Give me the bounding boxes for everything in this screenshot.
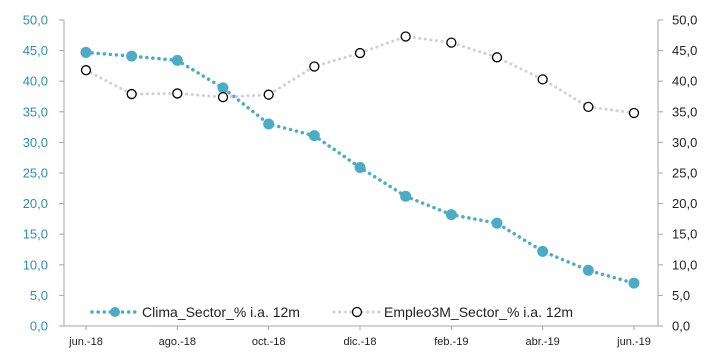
data-point-2: [446, 37, 457, 48]
y-right-tick-label: 20,0: [672, 196, 697, 211]
data-point-2: [172, 88, 183, 99]
y-right-tick-label: 45,0: [672, 43, 697, 58]
data-point-2: [309, 61, 320, 72]
legend-label-2: Empleo3M_Sector_% i.a. 12m: [384, 304, 573, 320]
x-tick-label: oct.-18: [252, 336, 286, 348]
data-point-1: [582, 264, 594, 276]
data-point-2: [491, 52, 503, 63]
y-right-tick-label: 15,0: [672, 227, 697, 242]
data-point-1: [171, 54, 183, 66]
data-point-1: [537, 245, 549, 257]
data-point-1: [628, 277, 640, 289]
y-left-tick-label: 45,0: [23, 43, 48, 58]
y-left-tick-label: 40,0: [23, 74, 48, 89]
data-point-2: [354, 47, 366, 59]
data-point-2: [400, 31, 411, 42]
data-point-2: [80, 65, 92, 76]
y-right-tick-label: 5,0: [672, 288, 690, 303]
y-left-tick-label: 35,0: [23, 104, 48, 119]
data-point-1: [400, 190, 412, 202]
legend: Clima_Sector_% i.a. 12m Empleo3M_Sector_%…: [90, 304, 573, 320]
y-left-tick-label: 15,0: [23, 227, 48, 242]
y-left-tick-label: 25,0: [23, 166, 48, 181]
data-point-1: [491, 217, 503, 229]
data-point-1: [445, 209, 457, 221]
data-point-2: [126, 88, 137, 100]
y-left-tick-label: 5,0: [30, 288, 48, 303]
data-point-1: [308, 130, 320, 142]
data-point-1: [217, 82, 229, 94]
legend-marker-2: [351, 306, 363, 318]
data-point-1: [80, 46, 92, 58]
legend-marker-1: [110, 307, 120, 317]
y-right-tick-label: 10,0: [672, 257, 697, 272]
y-left-tick-label: 0,0: [30, 319, 48, 334]
y-right-tick-label: 50,0: [672, 13, 697, 28]
data-point-2: [628, 107, 640, 119]
axes: 0,0 5,0 10,0 15,0 20,0 25,0 30,0 35,0 40,0 45,0 50…: [23, 13, 698, 349]
y-left-tick-label: 30,0: [23, 135, 48, 150]
y-left-tick-label: 10,0: [23, 257, 48, 272]
x-tick-label: dic.-18: [343, 336, 376, 348]
data-point-1: [263, 118, 275, 130]
data-point-1: [354, 161, 366, 173]
series-lines: [80, 31, 640, 289]
data-point-2: [583, 101, 594, 113]
x-tick-label: ago.-18: [159, 336, 196, 348]
x-tick-label: jun.-19: [616, 336, 651, 348]
y-right-tick-label: 35,0: [672, 104, 697, 119]
data-point-2: [217, 91, 229, 103]
data-point-1: [126, 50, 138, 62]
data-point-2: [263, 89, 274, 100]
y-left-tick-label: 50,0: [23, 13, 48, 28]
y-right-tick-label: 0,0: [672, 319, 690, 334]
legend-label-1: Clima_Sector_% i.a. 12m: [142, 304, 300, 320]
x-tick-label: feb.-19: [434, 336, 468, 348]
y-right-tick-label: 40,0: [672, 74, 697, 89]
y-right-tick-label: 30,0: [672, 135, 697, 150]
data-point-2: [537, 74, 548, 85]
y-left-tick-label: 20,0: [23, 196, 48, 211]
x-tick-label: abr.-19: [526, 336, 560, 348]
x-tick-label: jun.-18: [68, 336, 103, 348]
y-right-tick-label: 25,0: [672, 166, 697, 181]
